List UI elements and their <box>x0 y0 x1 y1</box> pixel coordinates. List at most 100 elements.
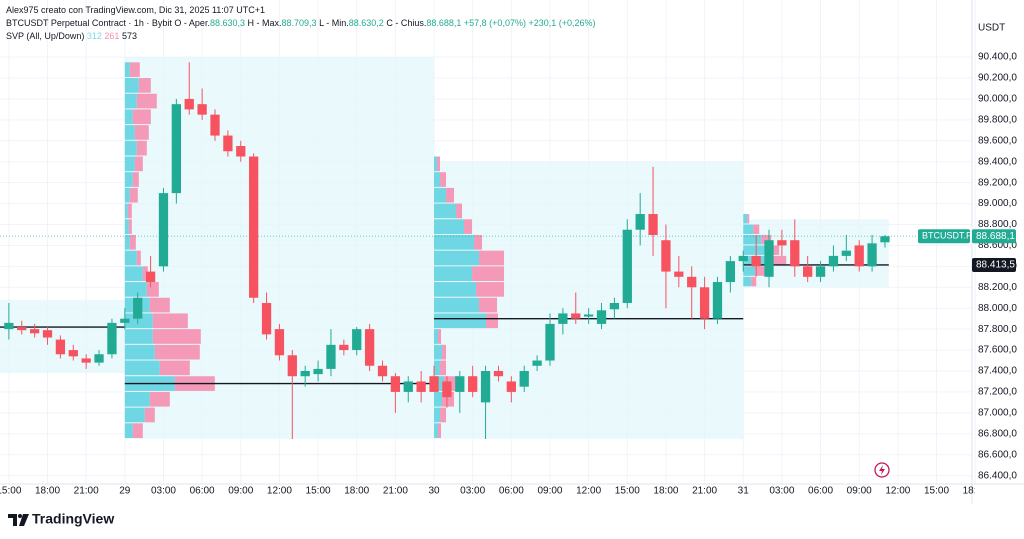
profile-up-bar <box>434 282 477 297</box>
symbol-tag-label: BTCUSDT.P <box>922 231 972 241</box>
candle-body <box>261 302 272 335</box>
profile-down-bar <box>472 266 505 282</box>
profile-down-bar <box>753 224 760 234</box>
profile-down-bar <box>146 282 159 297</box>
profile-up-bar <box>743 276 752 287</box>
candle-body <box>133 297 143 319</box>
candle-body <box>635 214 645 230</box>
candle-body <box>480 370 491 403</box>
profile-down-bar <box>479 297 498 313</box>
legend-key: O - Aper. <box>174 18 210 28</box>
candle-body <box>622 229 632 303</box>
candle-body <box>777 240 787 246</box>
profile-down-bar <box>440 360 447 376</box>
candle-body <box>790 240 800 267</box>
indicator-up: 312 <box>86 31 102 41</box>
candle-body <box>287 355 297 377</box>
x-tick-label: 15:00 <box>924 486 949 497</box>
candle-body <box>4 322 14 330</box>
profile-down-bar <box>134 125 149 140</box>
candle-body <box>42 330 53 338</box>
profile-down-bar <box>149 297 170 313</box>
currency-label: USDT <box>978 23 1005 34</box>
x-tick-label: 09:00 <box>228 486 253 497</box>
profile-down-bar <box>456 203 463 219</box>
candle-body <box>184 98 194 110</box>
profile-up-bar <box>434 234 475 250</box>
x-tick-label: 15:00 <box>0 486 22 497</box>
candle-body <box>158 193 169 267</box>
candle-body <box>326 344 336 369</box>
profile-up-bar <box>124 423 133 439</box>
candle-body <box>468 376 478 392</box>
y-axis: 86.400,0 86.600,0 86.800,0 87.000,0 87.200,0… <box>978 52 1017 482</box>
profile-down-bar <box>476 282 505 297</box>
profile-down-bar <box>152 313 188 329</box>
legend-key: L - Min. <box>319 18 349 28</box>
candle-body <box>725 261 735 283</box>
profile-up-bar <box>743 245 766 255</box>
profile-down-bar <box>768 255 787 266</box>
candle-body <box>313 368 323 375</box>
profile-up-bar <box>434 203 457 219</box>
candle-body <box>828 255 839 267</box>
candle-body <box>223 135 233 152</box>
candle-body <box>55 339 66 355</box>
profile-down-bar <box>154 344 200 360</box>
candle-body <box>120 318 130 323</box>
candle-body <box>352 329 362 351</box>
y-tick-label: 90.400,0 <box>978 52 1017 63</box>
candle-body <box>493 370 504 377</box>
x-tick-label: 21:00 <box>692 486 717 497</box>
chart-header: Alex975 creato con TradingView.com, Dic … <box>6 4 596 43</box>
profile-up-bar <box>743 234 762 245</box>
profile-down-bar <box>132 172 139 187</box>
x-tick-label: 06:00 <box>499 486 524 497</box>
candle-body <box>609 302 620 310</box>
profile-down-bar <box>438 329 442 344</box>
x-tick-label: 18:00 <box>963 486 988 497</box>
profile-down-bar <box>751 276 757 287</box>
profile-up-bar <box>434 329 439 344</box>
x-tick-label: 30 <box>428 486 440 497</box>
candle-body <box>236 146 246 157</box>
symbol-title: BTCUSDT Perpetual Contract · 1h · Bybit <box>6 18 172 28</box>
y-tick-label: 89.800,0 <box>978 115 1017 126</box>
profile-up-bar <box>124 407 145 423</box>
candle-body <box>29 329 40 334</box>
x-tick-label: 21:00 <box>74 486 99 497</box>
y-tick-label: 90.000,0 <box>978 94 1017 105</box>
candle-body <box>571 313 581 319</box>
profile-up-bar <box>124 360 160 376</box>
profile-up-bar <box>434 172 441 187</box>
profile-down-bar <box>129 234 136 250</box>
x-tick-label: 06:00 <box>808 486 833 497</box>
x-tick-label: 29 <box>119 486 131 497</box>
profile-up-bar <box>434 156 438 172</box>
profile-up-bar <box>434 360 441 376</box>
profile-up-bar <box>434 266 473 282</box>
profile-up-bar <box>434 423 439 439</box>
profile-up-bar <box>124 234 130 250</box>
candle-body <box>145 271 156 283</box>
candle-body <box>558 313 568 324</box>
candle-body <box>687 276 697 288</box>
indicator-name: SVP (All, Up/Down) <box>6 31 85 41</box>
profile-down-bar <box>128 219 132 234</box>
profile-down-bar <box>440 172 447 187</box>
candle-body <box>519 370 529 387</box>
profile-down-bar <box>136 93 157 109</box>
profile-down-bar <box>136 140 147 156</box>
candle-body <box>506 381 516 392</box>
y-tick-label: 89.000,0 <box>978 198 1017 209</box>
x-tick-label: 21:00 <box>383 486 408 497</box>
profile-up-bar <box>743 224 754 234</box>
legend-key: C - Chius. <box>386 18 427 28</box>
change-day: +230,1 (+0,26%) <box>528 18 596 28</box>
change: +57,8 (+0,07%) <box>463 18 526 28</box>
candle-body <box>661 240 671 272</box>
candle-body <box>841 250 851 256</box>
profile-up-bar <box>124 172 133 187</box>
profile-up-bar <box>124 313 153 329</box>
x-tick-label: 18:00 <box>344 486 369 497</box>
